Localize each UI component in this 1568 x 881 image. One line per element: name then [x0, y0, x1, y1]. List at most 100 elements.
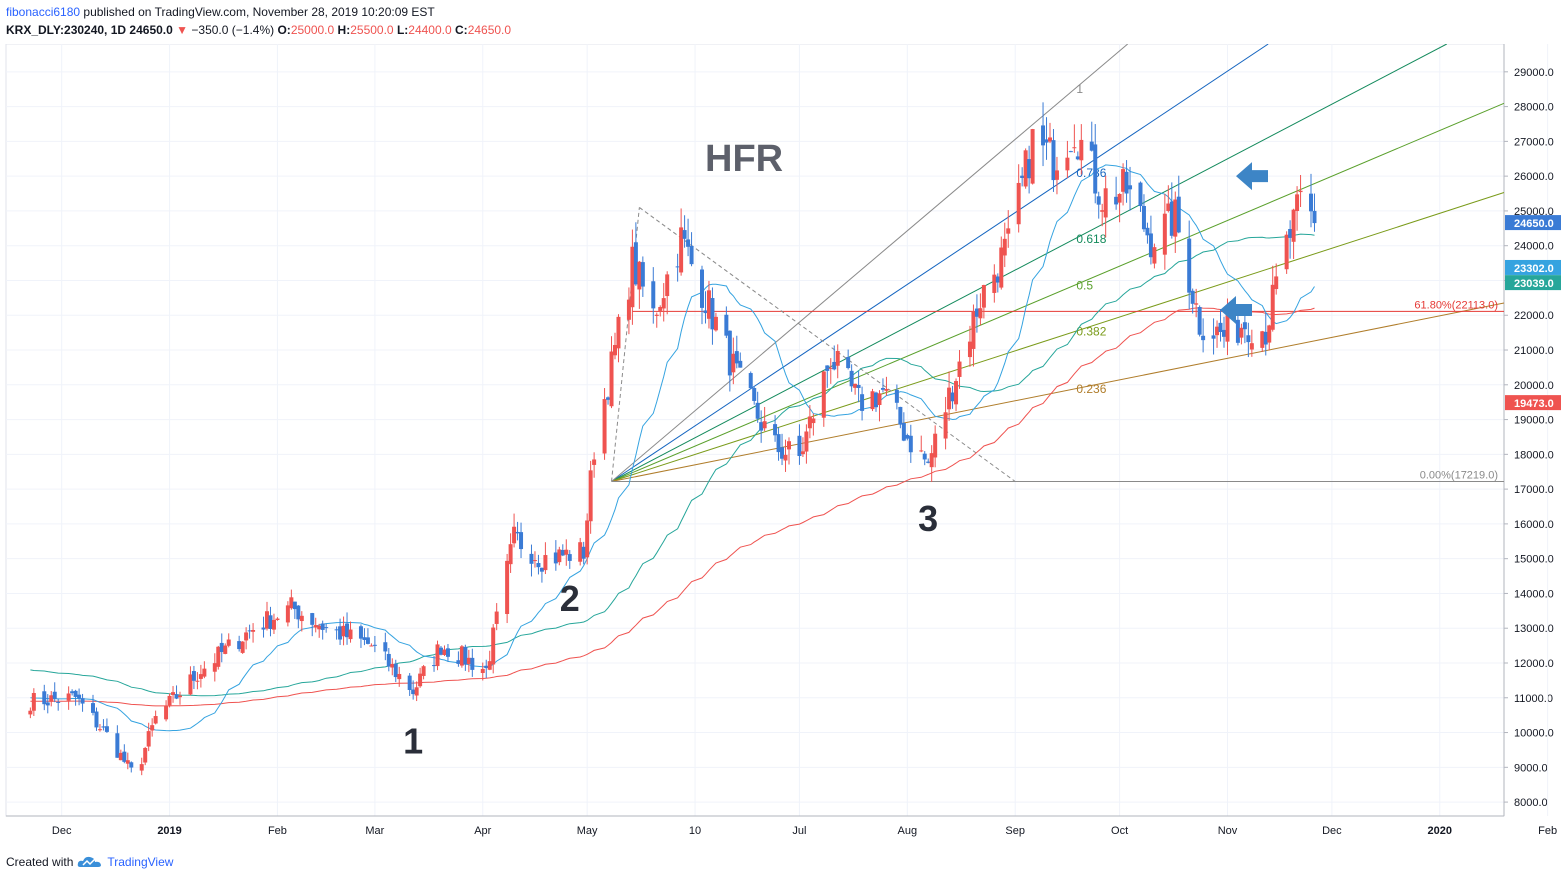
- price-chart[interactable]: 29000.028000.027000.026000.025000.024000…: [0, 44, 1568, 852]
- candle-body: [212, 663, 217, 672]
- author-link[interactable]: fibonacci6180: [6, 5, 81, 19]
- high-value: 25500.0: [350, 23, 394, 37]
- y-tick-label: 29000.0: [1514, 67, 1554, 79]
- candle-body: [125, 760, 130, 764]
- price-change: −350.0 (−1.4%): [191, 23, 275, 37]
- candle-body: [1002, 238, 1007, 256]
- x-tick-label: Dec: [1322, 825, 1342, 837]
- y-tick-label: 10000.0: [1514, 728, 1554, 740]
- x-tick-label: Apr: [474, 825, 491, 837]
- down-triangle-icon: ▼: [176, 23, 189, 37]
- ma-slow-line: [30, 307, 1315, 707]
- candle-body: [877, 393, 882, 406]
- candle-body: [1152, 247, 1157, 264]
- candle-body: [1215, 326, 1220, 336]
- candle-body: [320, 623, 325, 630]
- candle-body: [1239, 327, 1244, 338]
- candle-body: [543, 555, 548, 571]
- candle-body: [807, 416, 812, 429]
- candle-body: [1100, 210, 1105, 212]
- candle-body: [978, 308, 983, 319]
- candle-body: [338, 626, 343, 640]
- candle-body: [275, 618, 280, 621]
- candle-body: [532, 560, 537, 562]
- ma-mid-line: [30, 233, 1315, 697]
- candle-body: [1166, 203, 1171, 211]
- fib-fan-label: 0.5: [1076, 278, 1093, 292]
- candle-body: [1235, 319, 1240, 343]
- candle-body: [689, 245, 694, 265]
- candle-body: [933, 433, 938, 458]
- candle-body: [519, 532, 524, 550]
- fib-fan-label: 0.382: [1076, 325, 1106, 339]
- candle-body: [748, 373, 753, 389]
- candle-body: [967, 341, 972, 358]
- candle-body: [539, 567, 544, 572]
- candle-body: [115, 733, 120, 758]
- candle-body: [860, 394, 865, 411]
- candle-body: [362, 637, 367, 640]
- candle-body: [581, 546, 586, 559]
- fib-fan-line: [611, 192, 1505, 482]
- symbol-label[interactable]: KRX_DLY:230240, 1D: [6, 23, 127, 37]
- y-tick-label: 17000.0: [1514, 484, 1554, 496]
- candle-body: [31, 692, 36, 711]
- candle-body: [661, 298, 666, 309]
- price-tag: [1505, 395, 1561, 411]
- candle-body: [515, 531, 520, 534]
- candle-body: [849, 370, 854, 387]
- candle-body: [1148, 233, 1153, 258]
- x-tick-label: Feb: [1538, 825, 1557, 837]
- candle-body: [268, 615, 273, 630]
- candle-body: [828, 367, 833, 369]
- candle-body: [783, 454, 788, 461]
- candle-body: [198, 674, 203, 679]
- candle-body: [265, 611, 269, 629]
- y-tick-label: 24000.0: [1514, 241, 1554, 253]
- candle-body: [101, 726, 106, 728]
- candle-body: [905, 435, 910, 439]
- candle-body: [418, 673, 423, 687]
- candle-body: [487, 661, 492, 670]
- candle-body: [299, 615, 304, 622]
- candle-body: [1089, 141, 1094, 151]
- tradingview-link[interactable]: TradingView: [107, 855, 174, 869]
- candle-body: [386, 653, 391, 667]
- candle-body: [954, 381, 959, 405]
- y-tick-label: 27000.0: [1514, 136, 1554, 148]
- candle-body: [261, 627, 266, 630]
- candle-body: [686, 239, 691, 247]
- candle-body: [324, 627, 329, 629]
- candle-body: [1187, 238, 1192, 293]
- candle-body: [150, 725, 155, 731]
- candle-body: [1048, 137, 1052, 142]
- last-price: 24650.0: [129, 23, 173, 37]
- candle-body: [776, 434, 781, 453]
- y-tick-label: 9000.0: [1514, 762, 1548, 774]
- candle-body: [874, 392, 878, 408]
- created-with-text: Created with: [6, 855, 74, 869]
- candle-body: [797, 435, 802, 456]
- candle-body: [1274, 276, 1279, 290]
- candle-body: [1079, 139, 1084, 161]
- y-tick-label: 16000.0: [1514, 519, 1554, 531]
- candle-body: [592, 459, 597, 465]
- candle-body: [97, 729, 102, 731]
- candle-body: [45, 702, 50, 706]
- candle-body: [505, 560, 510, 614]
- close-label: C:: [455, 23, 468, 37]
- candle-body: [345, 623, 350, 638]
- candle-body: [240, 641, 245, 653]
- open-value: 25000.0: [290, 23, 335, 37]
- candle-body: [1093, 144, 1098, 194]
- candle-body: [724, 314, 729, 336]
- fib-fan-label: 0.618: [1076, 232, 1106, 246]
- candle-body: [613, 345, 617, 356]
- candle-body: [846, 356, 851, 369]
- ohlc-line: KRX_DLY:230240, 1D 24650.0 ▼ −350.0 (−1.…: [6, 23, 511, 37]
- fib-fan-line: [611, 302, 1505, 482]
- candle-body: [630, 246, 635, 308]
- candle-body: [191, 671, 196, 681]
- fib-fan-label: 1: [1076, 82, 1083, 96]
- candle-body: [1128, 185, 1133, 190]
